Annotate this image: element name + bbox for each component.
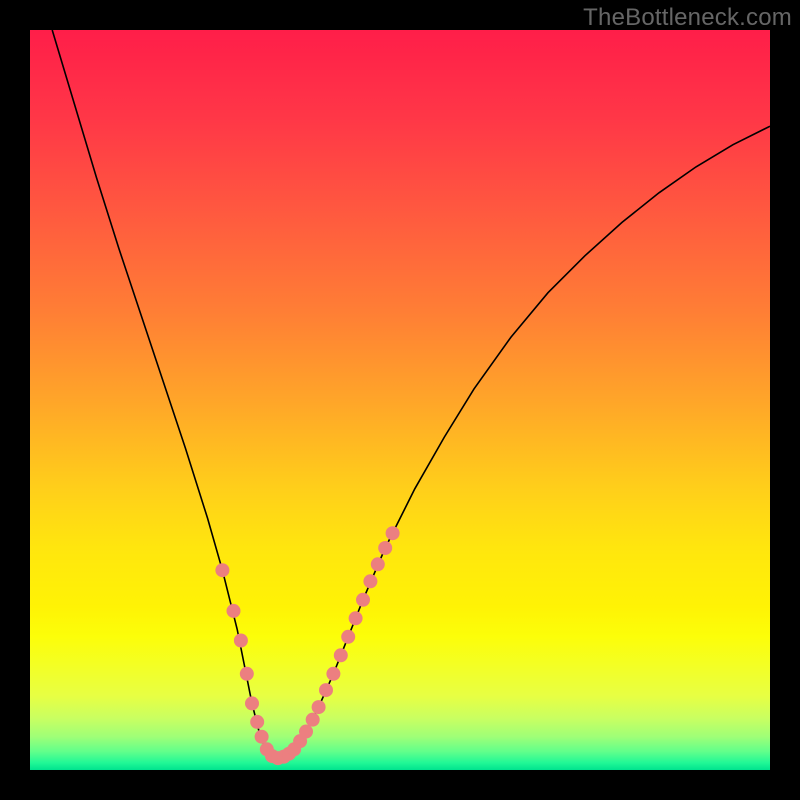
data-marker [215, 563, 229, 577]
data-marker [312, 700, 326, 714]
bottleneck-chart-svg [0, 0, 800, 800]
data-marker [334, 648, 348, 662]
data-marker [250, 715, 264, 729]
data-marker [356, 593, 370, 607]
plot-background [30, 30, 770, 770]
data-marker [245, 696, 259, 710]
data-marker [299, 725, 313, 739]
data-marker [371, 557, 385, 571]
data-marker [234, 634, 248, 648]
data-marker [326, 667, 340, 681]
data-marker [319, 683, 333, 697]
data-marker [341, 630, 355, 644]
data-marker [240, 667, 254, 681]
data-marker [255, 730, 269, 744]
data-marker [363, 574, 377, 588]
watermark-text: TheBottleneck.com [583, 4, 792, 32]
data-marker [227, 604, 241, 618]
data-marker [386, 526, 400, 540]
data-marker [349, 611, 363, 625]
data-marker [378, 541, 392, 555]
data-marker [306, 713, 320, 727]
chart-figure: TheBottleneck.com [0, 0, 800, 800]
